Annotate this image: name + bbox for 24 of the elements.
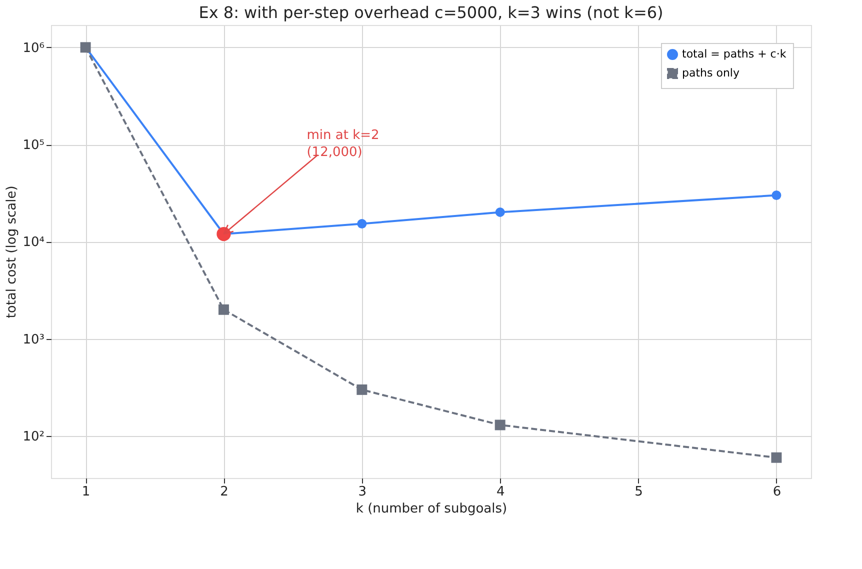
point <box>772 190 782 200</box>
point <box>495 207 505 217</box>
point <box>771 452 782 463</box>
y-tick-label: 10⁶ <box>22 40 44 56</box>
point <box>357 219 367 229</box>
x-tick-label: 2 <box>220 484 228 500</box>
x-tick-label: 5 <box>634 484 643 500</box>
point <box>218 304 229 315</box>
point <box>494 420 506 430</box>
y-tick-label: 10³ <box>22 332 44 348</box>
legend-label: total = paths + c·k <box>682 48 787 60</box>
x-tick-label: 1 <box>82 484 90 500</box>
annotation: min at k=2 (12,000) <box>306 128 380 160</box>
x-tick-label: 6 <box>772 484 782 500</box>
y-tick-label: 10⁴ <box>22 235 44 250</box>
y-tick-label: 10² <box>22 430 44 445</box>
y-tick-label: 10⁵ <box>22 138 44 154</box>
legend-label: paths only <box>682 66 740 80</box>
x-axis-title: k (number of subgoals) <box>356 502 508 516</box>
x-tick-label: 4 <box>496 484 505 500</box>
x-tick-label: 3 <box>358 484 367 500</box>
point <box>356 384 368 395</box>
chart-title: Ex 8: with per-step overhead c=5000, k=3 wins (not k=6) <box>198 3 664 22</box>
y-axis-title: total cost (log scale) <box>4 186 20 318</box>
